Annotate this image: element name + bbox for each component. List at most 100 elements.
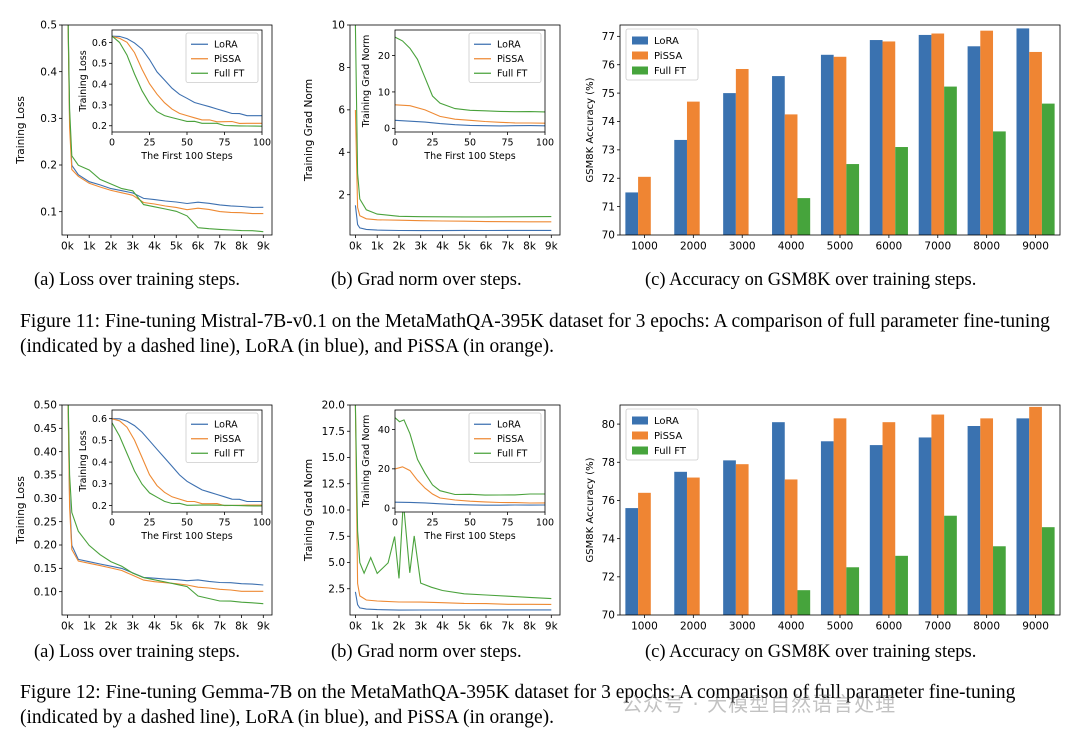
inset-y-axis-label: Training Loss [78,50,89,112]
series-group [354,25,552,232]
axes-frame [61,404,273,616]
inset-x-tick-label: 100 [253,518,271,529]
inset-y-tick-label: 0.2 [92,121,107,132]
series-line-lora [67,25,264,208]
inset-y-tick-label: 0.6 [92,414,107,425]
bar-lora-2000 [674,139,687,235]
x-tick-label: 1k [371,621,385,633]
inset-y-tick-label: 40 [378,425,390,436]
bar-lora-9000 [1016,28,1030,235]
bar-lora-6000 [869,40,883,235]
y-tick-label: 74 [602,533,616,545]
x-tick-label: 5k [170,241,184,253]
bar-pissa-7000 [931,33,945,235]
x-tick-label: 7000 [924,621,951,633]
y-tick-label: 0.3 [40,113,57,125]
loss-chart-gemma: 0k 1k 2k 3k 4k 5k 6k 7k 8k 9k0.100.150.200.250.30… [15,400,273,633]
x-tick-label: 3000 [729,621,756,633]
bar-pissa-7000 [931,414,945,615]
inset-x-tick-label: 50 [464,138,476,149]
bar-lora-9000 [1016,418,1030,615]
inset-y-tick-label: 0.2 [92,501,107,512]
series-line-full-ft [354,405,552,600]
legend-label: LoRA [497,420,521,431]
inset-series-line-lora [112,35,262,117]
x-tick-label: 3k [126,621,140,633]
legend-label: Full FT [214,69,245,80]
x-tick-label: 6000 [876,621,903,633]
x-tick-label: 1k [83,621,97,633]
inset-x-tick-label: 100 [536,138,554,149]
inset-x-tick-label: 25 [143,518,155,529]
legend-label: PiSSA [214,54,241,65]
x-tick-label: 5000 [827,241,854,253]
inset-y-tick-label: 0.3 [92,100,107,111]
inset-x-tick-label: 75 [501,138,513,149]
inset-series-line-full-ft [112,422,262,507]
y-tick-label: 10 [332,20,345,32]
y-axis-label: GSM8K Accuracy (%) [585,77,596,182]
x-tick-label: 6k [192,241,206,253]
bar-full-ft-8000 [993,546,1006,615]
inset-y-tick-label: 10 [378,87,390,98]
legend-box [468,32,542,83]
bar-pissa-1000 [638,492,651,615]
legend-swatch [632,66,648,75]
inset-series-line-lora [395,119,545,127]
inset-y-axis-label: Training Loss [78,430,89,492]
y-tick-label: 5.0 [328,557,345,569]
x-tick-label: 0k [349,621,363,633]
bar-pissa-3000 [735,464,749,615]
y-tick-label: 0.4 [40,66,57,78]
legend-label: LoRA [214,420,238,431]
x-tick-label: 8k [523,621,537,633]
subcaption-c-fig11: (c) Accuracy on GSM8K over training step… [645,270,977,290]
inset-x-tick-label: 0 [392,138,398,149]
y-tick-label: 76 [602,495,616,507]
grad-norm-chart-gemma: 0k 1k 2k 3k 4k 5k 6k 7k 8k 9k 2.5 5.0 7.5 10.0 12.5 15.… [303,400,561,633]
x-tick-label: 7k [501,241,515,253]
inset-x-tick-label: 25 [426,138,438,149]
legend-swatch [632,416,648,425]
series-line-full-ft [67,405,264,605]
y-tick-label: 0.20 [34,540,57,552]
bar-lora-7000 [918,34,932,235]
bar-full-ft-4000 [797,198,811,235]
y-tick-label: 8 [338,62,345,74]
inset-y-tick-label: 0.4 [92,79,107,90]
legend-swatch [632,51,648,60]
loss-chart-mistral: 0k 1k 2k 3k 4k 5k 6k 7k 8k 9k0.10.20.30.40.5Train… [15,20,273,253]
x-tick-label: 2000 [680,241,707,253]
axes-frame [61,24,273,236]
bar-lora-7000 [918,437,932,615]
bar-pissa-3000 [735,68,749,235]
x-tick-label: 2k [105,241,119,253]
bar-lora-4000 [772,422,785,615]
x-tick-label: 5k [458,241,472,253]
axes-frame [349,24,561,236]
inset-x-tick-label: 0 [109,518,115,529]
series-line-pissa [354,405,552,605]
x-tick-label: 4000 [778,241,805,253]
x-tick-label: 6k [480,621,494,633]
bar-pissa-9000 [1029,406,1042,615]
series-line-full-ft [354,25,552,218]
y-axis-label: Training Grad Norm [303,79,315,182]
y-tick-label: 72 [602,173,615,185]
inset-x-tick-label: 75 [218,518,230,529]
y-tick-label: 4 [338,147,345,159]
x-tick-label: 2k [105,621,119,633]
inset-x-tick-label: 75 [218,138,230,149]
inset-x-tick-label: 25 [143,138,155,149]
x-tick-label: 1k [83,241,97,253]
x-tick-label: 9k [257,621,271,633]
x-tick-label: 2k [393,621,407,633]
legend-label: LoRA [497,40,521,51]
legend-label: PiSSA [654,431,682,442]
inset-x-tick-label: 100 [536,518,554,529]
inset-x-tick-label: 75 [501,518,513,529]
x-tick-label: 4k [436,241,450,253]
series-line-pissa [67,25,264,215]
y-tick-label: 0.35 [34,470,57,482]
bar-lora-5000 [820,441,834,615]
